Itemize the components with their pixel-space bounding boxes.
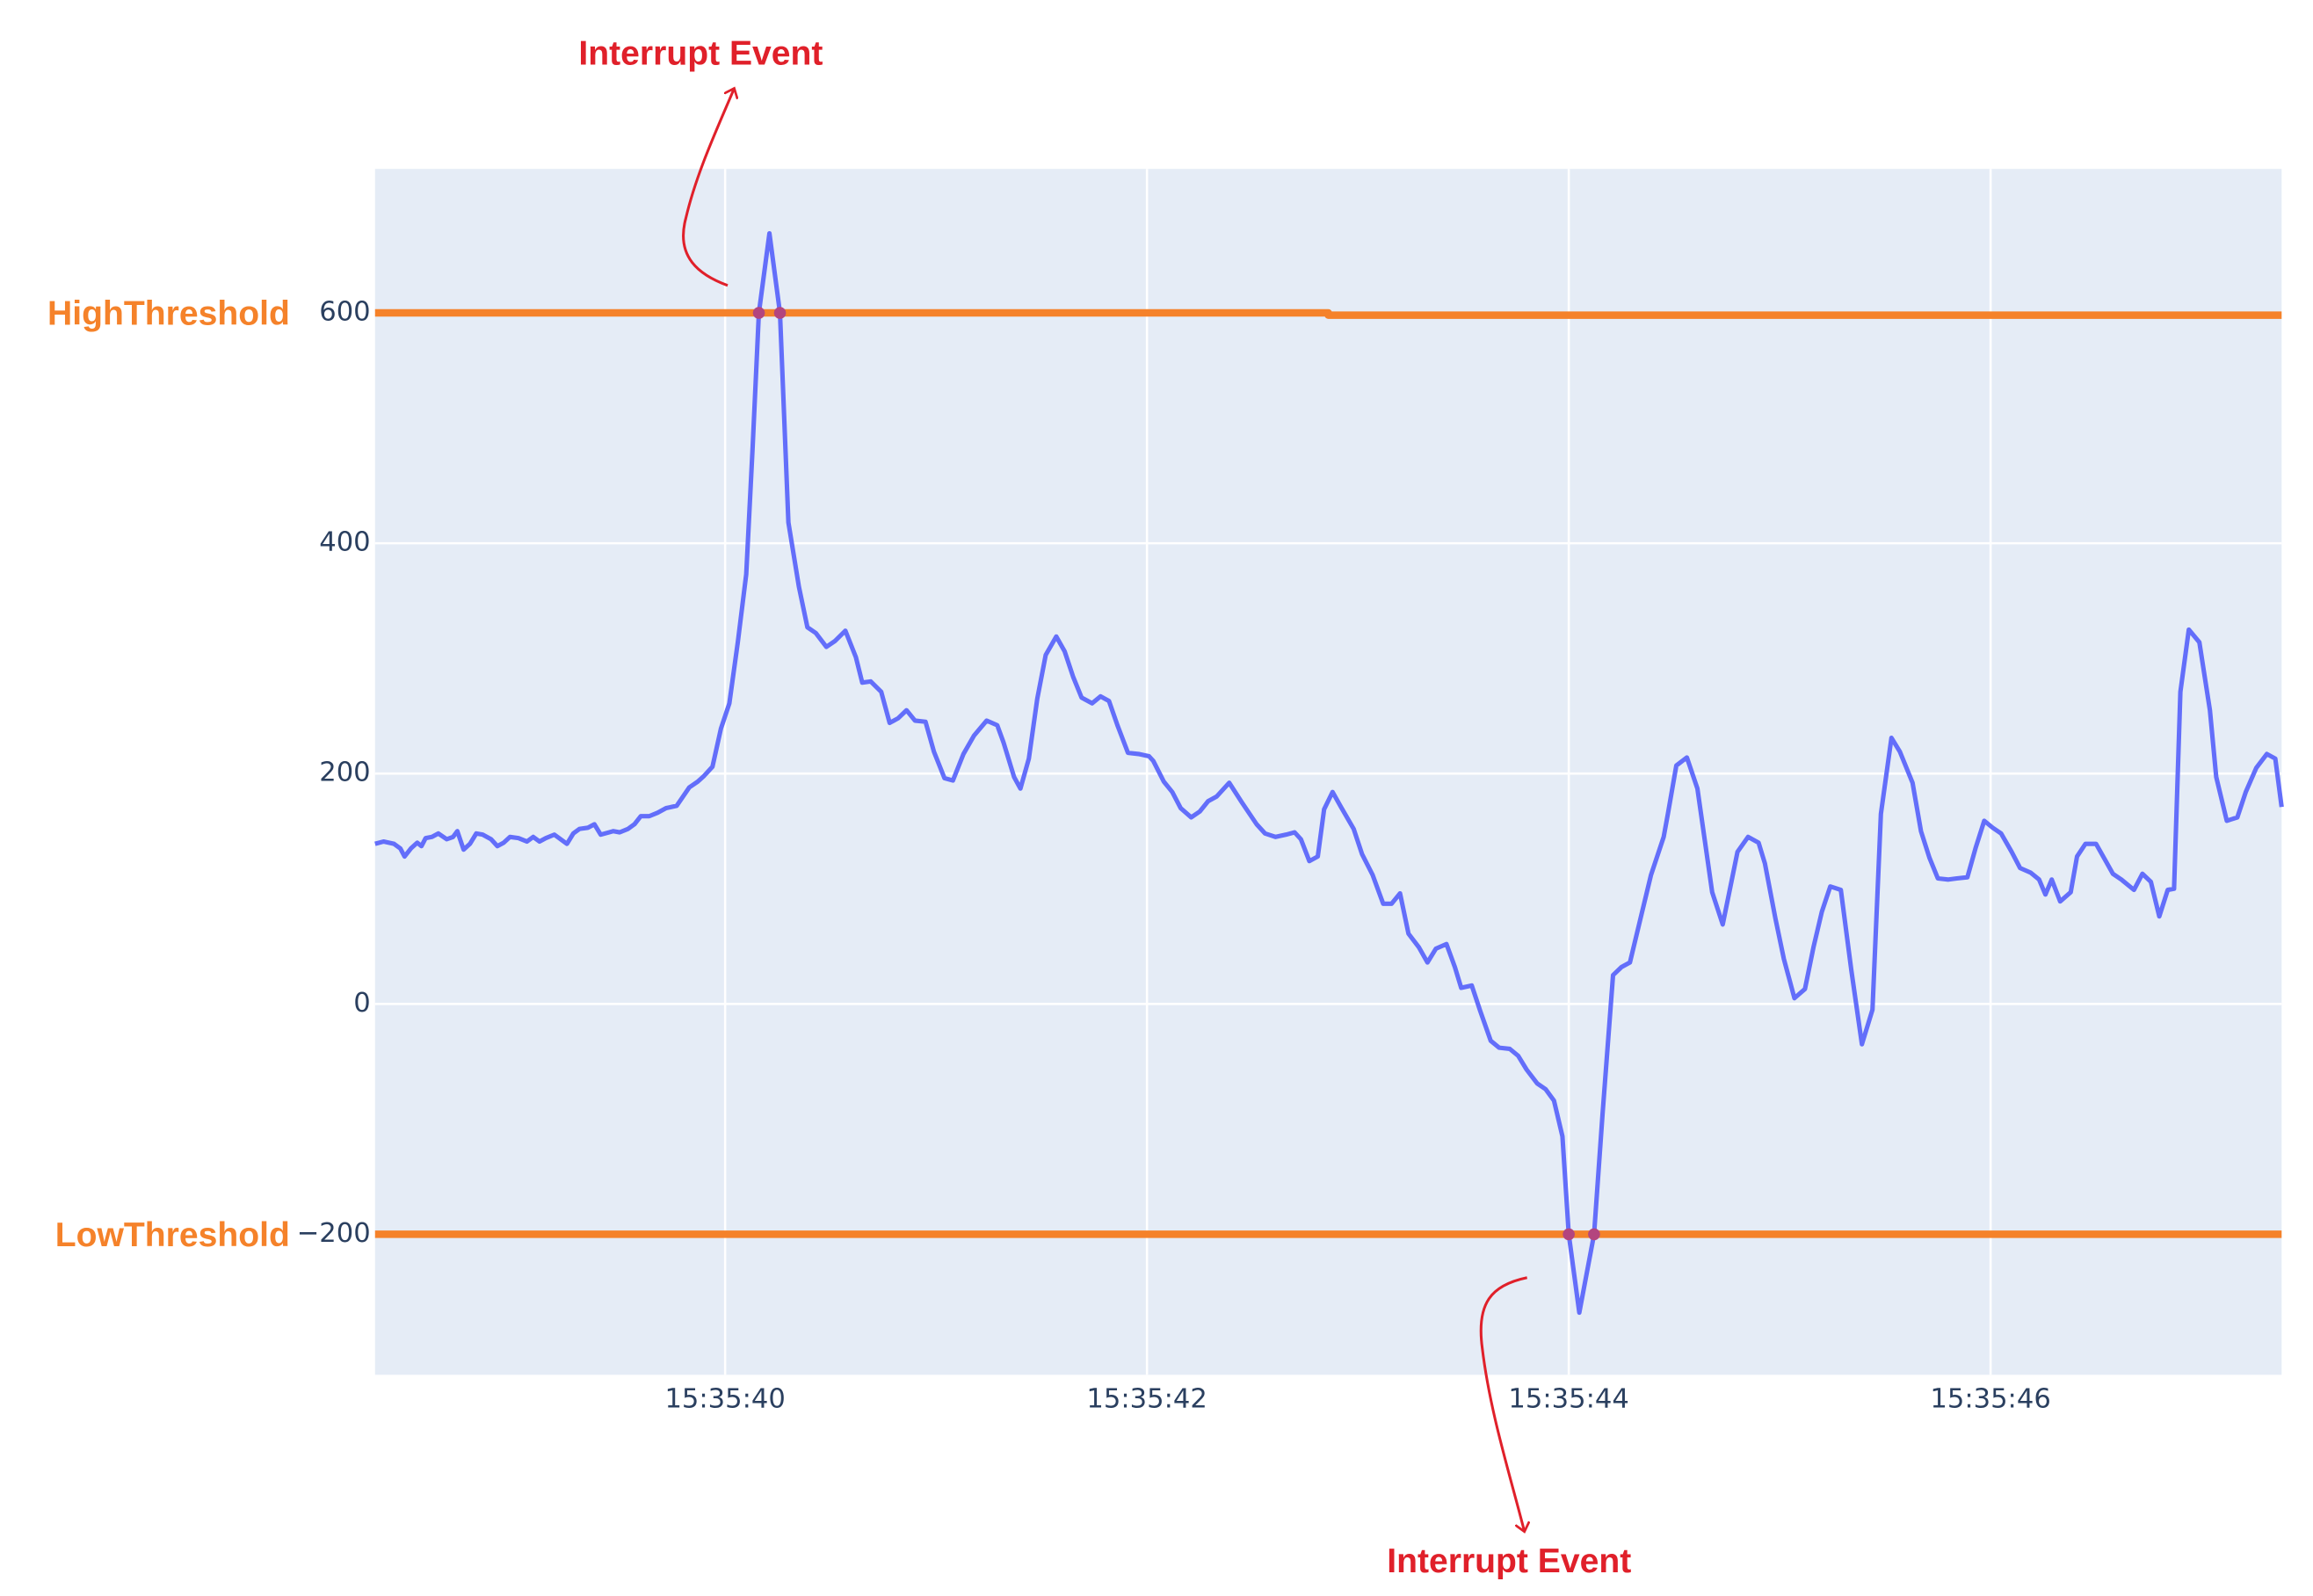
y-tick-label: 200	[319, 758, 370, 788]
series-line	[374, 308, 2282, 319]
x-tick-label: 15:35:46	[1930, 1384, 2050, 1415]
annotation-arrow	[1479, 1276, 1526, 1530]
crossing-marker	[773, 307, 787, 319]
x-tick-label: 15:35:40	[664, 1384, 785, 1415]
crossing-marker	[1588, 1228, 1600, 1241]
annotation: Interrupt Event	[1387, 1542, 1631, 1580]
threshold-label: LowThreshold	[55, 1216, 290, 1254]
y-tick-label: 400	[319, 527, 370, 558]
y-tick-label: −200	[297, 1218, 371, 1249]
annotation: Interrupt Event	[578, 34, 823, 72]
y-tick-label: 600	[319, 297, 370, 328]
plot-background	[374, 169, 2282, 1375]
threshold-label: HighThreshold	[47, 295, 290, 333]
y-tick-label: 0	[353, 988, 370, 1019]
annotation-arrow	[682, 90, 734, 287]
crossing-marker	[1563, 1228, 1575, 1241]
x-tick-label: 15:35:44	[1508, 1384, 1628, 1415]
x-tick-label: 15:35:42	[1086, 1384, 1207, 1415]
series-line	[374, 231, 2284, 1316]
crossing-marker	[752, 307, 765, 319]
